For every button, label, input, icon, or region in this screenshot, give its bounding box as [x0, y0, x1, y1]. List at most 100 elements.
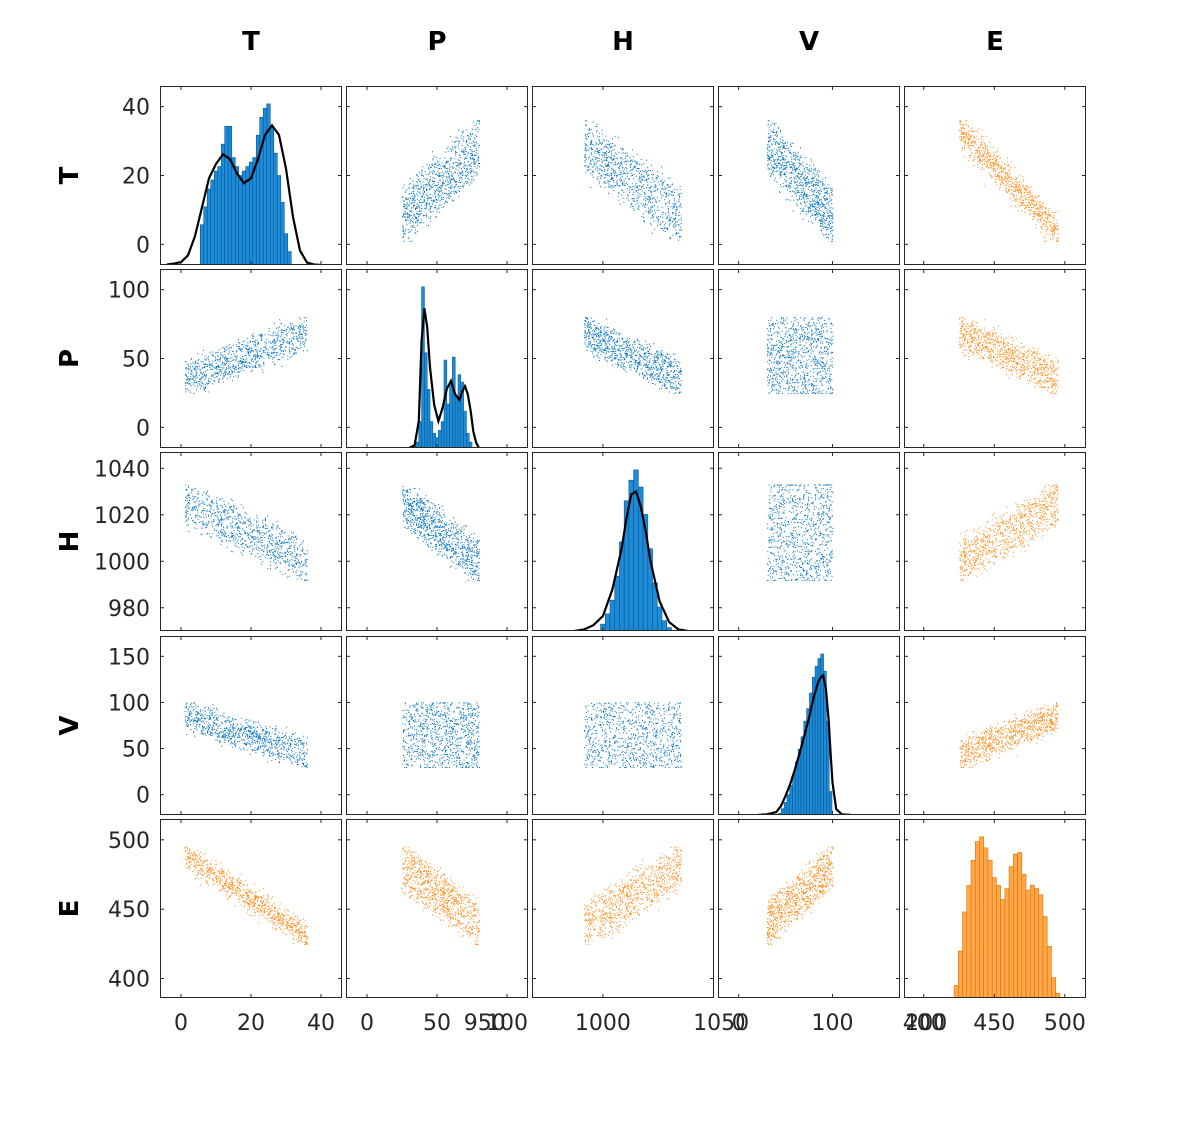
hist-bar — [276, 175, 282, 265]
hist-bar — [241, 170, 247, 265]
hist-bar — [614, 575, 620, 631]
cell-frame — [904, 452, 1086, 631]
hist-bar — [966, 885, 972, 998]
cell-E-T — [160, 819, 342, 998]
row-title-V: V — [55, 715, 85, 735]
hist-bar — [987, 860, 993, 998]
hist-bar — [287, 251, 292, 265]
scatter-points — [402, 485, 480, 581]
x-tick-label: 20 — [237, 1011, 265, 1036]
y-tick-label: 50 — [122, 348, 150, 373]
hist-bar — [953, 985, 959, 998]
y-tick-label: 50 — [122, 738, 150, 763]
hist-bar — [217, 166, 222, 265]
hist-bar — [210, 179, 215, 265]
cell-frame — [346, 636, 528, 815]
cell-T-H — [532, 86, 714, 265]
cell-E-E — [904, 819, 1086, 998]
scatter-points — [584, 120, 682, 241]
hist-bar — [283, 233, 289, 265]
hist-bar — [1042, 916, 1048, 998]
scatter-points — [766, 846, 834, 945]
cell-frame — [160, 819, 342, 998]
hist-bar — [962, 911, 968, 998]
hist-bar — [424, 352, 428, 448]
hist-bar — [1021, 874, 1027, 998]
x-tick-label: 950 — [464, 1011, 506, 1036]
column-title-T: T — [242, 27, 260, 57]
y-tick-label: 100 — [108, 279, 150, 304]
hist-bar — [199, 224, 205, 265]
cell-E-H — [532, 819, 714, 998]
hist-bar — [789, 784, 793, 815]
cell-T-E — [904, 86, 1086, 265]
hist-bar — [979, 836, 985, 998]
cell-frame — [718, 86, 900, 265]
hist-bar — [231, 157, 236, 265]
hist-bar — [463, 411, 467, 448]
cell-frame — [904, 636, 1086, 815]
hist-bar — [1025, 889, 1031, 998]
cell-H-V — [718, 452, 900, 631]
cell-V-T — [160, 636, 342, 815]
x-tick-label: 450 — [973, 1011, 1015, 1036]
density-curve — [574, 489, 689, 631]
scatter-points — [766, 484, 834, 581]
hist-bar — [234, 166, 240, 265]
cell-frame — [904, 269, 1086, 448]
hist-bar — [273, 152, 278, 265]
hist-bar — [1038, 894, 1044, 998]
column-title-V: V — [799, 27, 819, 57]
hist-bar — [206, 188, 212, 265]
cell-V-H — [532, 636, 714, 815]
cell-frame — [532, 86, 714, 265]
y-tick-label: 1000 — [94, 550, 150, 575]
y-tick-label: 0 — [136, 784, 150, 809]
cell-frame — [718, 452, 900, 631]
hist-bar — [440, 421, 445, 448]
cell-P-T — [160, 269, 342, 448]
y-tick-label: 0 — [136, 233, 150, 258]
scatter-points — [766, 317, 834, 394]
row-title-H: H — [55, 531, 85, 553]
cell-V-E — [904, 636, 1086, 815]
cell-T-P — [346, 86, 528, 265]
cell-E-P — [346, 819, 528, 998]
scatter-points — [584, 846, 682, 945]
cell-frame — [532, 269, 714, 448]
cell-frame — [904, 819, 1086, 998]
hist-bar — [213, 170, 219, 265]
y-tick-label: 1040 — [94, 457, 150, 482]
hist-bar — [449, 381, 453, 448]
cell-frame — [718, 269, 900, 448]
hist-bar — [1017, 852, 1023, 998]
cell-H-H — [532, 452, 714, 631]
hist-bar — [974, 841, 980, 998]
cell-H-T — [160, 452, 342, 631]
hist-bar — [1008, 866, 1014, 998]
hist-bar — [970, 860, 976, 998]
hist-bar — [991, 877, 997, 998]
x-tick-label: 0 — [174, 1011, 188, 1036]
column-title-P: P — [427, 27, 446, 57]
cell-frame — [718, 819, 900, 998]
cell-P-V — [718, 269, 900, 448]
cell-P-H — [532, 269, 714, 448]
hist-bar — [269, 125, 275, 265]
hist-bar — [418, 421, 422, 448]
y-tick-label: 0 — [136, 416, 150, 441]
hist-bar — [220, 143, 226, 265]
cell-T-T — [160, 86, 342, 265]
column-title-E: E — [986, 27, 1004, 57]
x-tick-label: 1050 — [693, 1011, 749, 1036]
cell-P-P — [346, 269, 528, 448]
column-title-H: H — [612, 27, 634, 57]
hist-bar — [996, 885, 1001, 998]
hist-bar — [280, 202, 285, 265]
hist-bar — [1034, 888, 1040, 998]
x-tick-label: 50 — [423, 1011, 451, 1036]
hist-bar — [203, 206, 208, 265]
cell-frame — [160, 452, 342, 631]
hist-bar — [426, 389, 431, 448]
